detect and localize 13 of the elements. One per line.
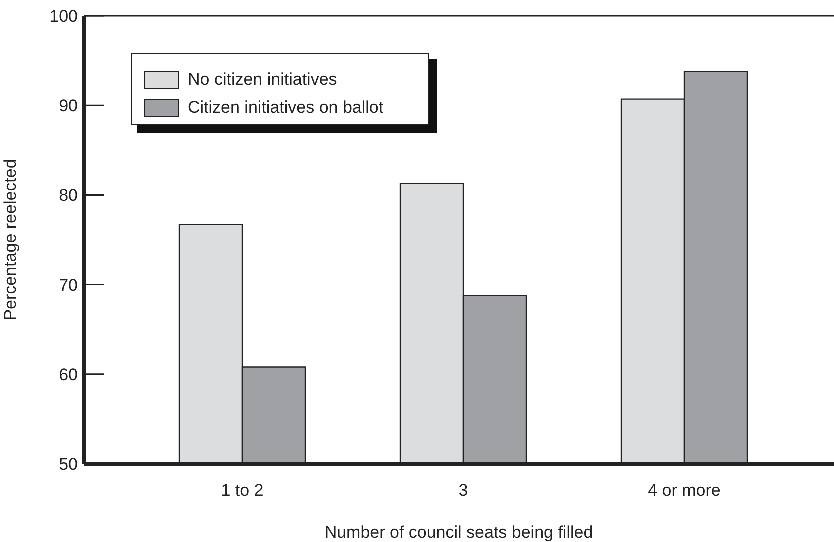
x-tick-label: 3 [458, 481, 468, 500]
legend-label: Citizen initiatives on ballot [188, 98, 384, 118]
y-axis-title: Percentage reelected [1, 159, 20, 321]
y-tick-label: 90 [59, 96, 78, 116]
x-tick-label: 4 or more [648, 481, 721, 500]
legend-label: No citizen initiatives [188, 70, 338, 90]
y-tick-label: 80 [59, 186, 78, 206]
y-tick-label: 100 [50, 7, 78, 26]
y-tick-label: 70 [59, 276, 78, 295]
y-tick-label: 50 [59, 455, 78, 474]
x-tick-label: 1 to 2 [221, 481, 264, 500]
x-axis-title: Number of council seats being filled [324, 523, 594, 542]
y-tick-label: 60 [59, 365, 78, 384]
